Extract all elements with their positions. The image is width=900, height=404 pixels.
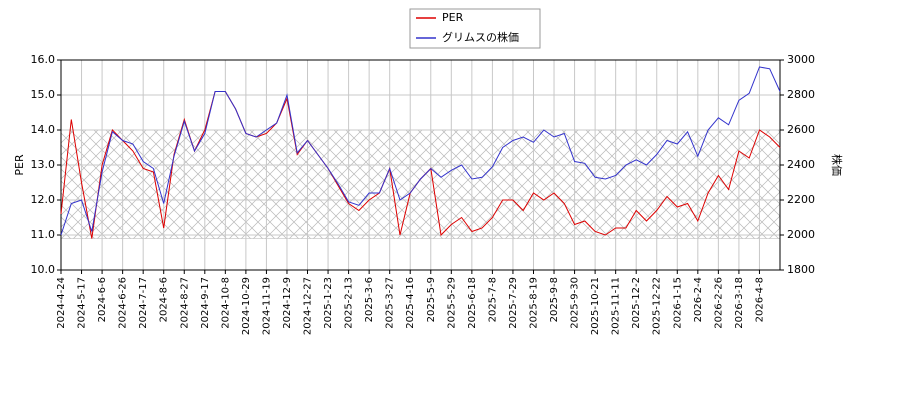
x-tick-label: 2024-6-26 <box>118 277 129 329</box>
x-tick-label: 2025-4-16 <box>405 277 416 329</box>
shaded-range <box>60 129 781 239</box>
legend-box <box>409 8 541 49</box>
y-tick-label: 12.0 <box>31 193 56 206</box>
x-tick-label: 2025-6-18 <box>467 277 478 329</box>
y2-axis-label: 株価 <box>830 154 844 176</box>
y2-tick-label: 2600 <box>787 123 815 136</box>
x-tick-label: 2026-3-18 <box>734 277 745 329</box>
x-tick-label: 2026-2-4 <box>693 277 704 322</box>
y2-tick-label: 2000 <box>787 228 815 241</box>
plot-frame <box>60 59 781 271</box>
x-tick-label: 2025-9-30 <box>570 277 581 329</box>
y-tick-label: 15.0 <box>31 88 56 101</box>
x-tick-label: 2024-12-27 <box>303 277 314 335</box>
x-tick-label: 2025-7-8 <box>487 277 498 322</box>
x-tick-label: 2025-5-29 <box>446 277 457 329</box>
x-tick-label: 2025-5-9 <box>426 277 437 322</box>
x-tick-label: 2024-7-17 <box>138 277 149 329</box>
x-tick-label: 2025-8-19 <box>528 277 539 329</box>
x-tick-label: 2025-9-8 <box>549 277 560 322</box>
x-tick-label: 2024-8-6 <box>159 277 170 322</box>
y2-tick-label: 2200 <box>787 193 815 206</box>
x-tick-label: 2024-5-17 <box>77 277 88 329</box>
x-tick-label: 2024-11-19 <box>261 277 272 335</box>
series-line <box>60 66 781 236</box>
x-tick-label: 2025-3-27 <box>385 277 396 329</box>
legend: PER グリムスの株価 <box>409 8 541 49</box>
x-tick-label: 2025-1-23 <box>323 277 334 329</box>
legend-label: PER <box>442 11 464 24</box>
y-tick-label: 14.0 <box>31 123 56 136</box>
x-tick-label: 2025-11-11 <box>611 277 622 335</box>
x-tick-label: 2025-7-29 <box>508 277 519 329</box>
x-tick-label: 2024-4-24 <box>56 277 67 329</box>
x-tick-label: 2024-10-29 <box>241 277 252 335</box>
legend-label: グリムスの株価 <box>442 30 519 44</box>
y2-tick-label: 2800 <box>787 88 815 101</box>
x-tick-label: 2024-8-27 <box>179 277 190 329</box>
x-tick-label: 2025-10-21 <box>590 277 601 335</box>
y-axis-label: PER <box>13 154 26 176</box>
x-tick-label: 2024-9-17 <box>200 277 211 329</box>
x-tick-label: 2025-12-2 <box>631 277 642 329</box>
x-tick-label: 2024-10-8 <box>220 277 231 329</box>
y-tick-label: 16.0 <box>31 53 56 66</box>
x-tick-label: 2026-2-26 <box>713 277 724 329</box>
y-tick-label: 10.0 <box>31 263 56 276</box>
x-tick-label: 2024-12-9 <box>282 277 293 329</box>
x-tick-label: 2025-2-13 <box>344 277 355 329</box>
x-tick-label: 2025-3-6 <box>364 277 375 322</box>
x-tick-label: 2024-6-6 <box>97 277 108 322</box>
x-tick-label: 2026-4-8 <box>754 277 765 322</box>
x-tick-label: 2026-1-15 <box>672 277 683 329</box>
y2-tick-label: 2400 <box>787 158 815 171</box>
y2-tick-label: 3000 <box>787 53 815 66</box>
y-tick-label: 13.0 <box>31 158 56 171</box>
x-tick-label: 2025-12-22 <box>652 277 663 335</box>
y-tick-label: 11.0 <box>31 228 56 241</box>
y2-tick-label: 1800 <box>787 263 815 276</box>
